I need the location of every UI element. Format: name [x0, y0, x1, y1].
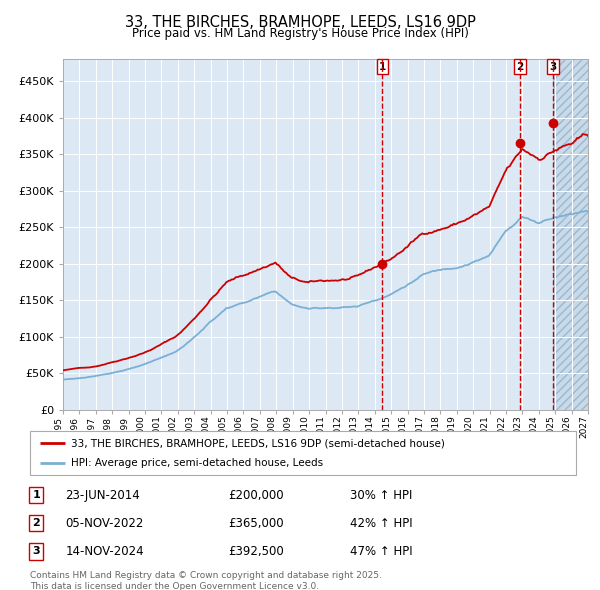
Text: 2014: 2014: [366, 415, 375, 438]
Text: 42% ↑ HPI: 42% ↑ HPI: [350, 517, 412, 530]
FancyBboxPatch shape: [30, 431, 576, 475]
Text: HPI: Average price, semi-detached house, Leeds: HPI: Average price, semi-detached house,…: [71, 458, 323, 468]
Text: 3: 3: [32, 546, 40, 556]
Text: 2017: 2017: [415, 415, 424, 438]
Text: 2012: 2012: [333, 415, 342, 438]
Bar: [553, 59, 588, 410]
Text: Contains HM Land Registry data © Crown copyright and database right 2025.
This d: Contains HM Land Registry data © Crown c…: [30, 571, 382, 590]
Text: 2003: 2003: [185, 415, 194, 438]
Text: 2015: 2015: [382, 415, 391, 438]
Text: 1999: 1999: [119, 415, 128, 438]
Text: 2020: 2020: [464, 415, 473, 438]
Text: 3: 3: [550, 62, 557, 72]
Text: 2024: 2024: [530, 415, 539, 438]
Text: 1997: 1997: [87, 415, 96, 438]
Text: 2: 2: [516, 62, 523, 72]
Text: 2027: 2027: [579, 415, 588, 438]
Text: 2018: 2018: [431, 415, 440, 438]
Text: 2010: 2010: [300, 415, 309, 438]
Text: £365,000: £365,000: [228, 517, 284, 530]
Text: Price paid vs. HM Land Registry's House Price Index (HPI): Price paid vs. HM Land Registry's House …: [131, 27, 469, 40]
Text: 14-NOV-2024: 14-NOV-2024: [65, 545, 144, 558]
Text: 2000: 2000: [136, 415, 145, 438]
Text: 33, THE BIRCHES, BRAMHOPE, LEEDS, LS16 9DP (semi-detached house): 33, THE BIRCHES, BRAMHOPE, LEEDS, LS16 9…: [71, 438, 445, 448]
Text: 33, THE BIRCHES, BRAMHOPE, LEEDS, LS16 9DP: 33, THE BIRCHES, BRAMHOPE, LEEDS, LS16 9…: [125, 15, 475, 30]
Text: 1996: 1996: [70, 415, 79, 438]
Text: 2019: 2019: [448, 415, 457, 438]
Text: 1995: 1995: [54, 415, 63, 438]
Text: 2022: 2022: [497, 415, 506, 438]
Text: 2025: 2025: [546, 415, 555, 438]
Text: 2: 2: [32, 518, 40, 528]
Text: 2002: 2002: [169, 415, 178, 438]
Text: 47% ↑ HPI: 47% ↑ HPI: [350, 545, 412, 558]
Text: 2013: 2013: [349, 415, 358, 438]
Text: 23-JUN-2014: 23-JUN-2014: [65, 489, 140, 502]
Text: £392,500: £392,500: [228, 545, 284, 558]
Text: 1: 1: [32, 490, 40, 500]
Text: 05-NOV-2022: 05-NOV-2022: [65, 517, 144, 530]
Text: 2016: 2016: [398, 415, 407, 438]
Text: 2001: 2001: [152, 415, 161, 438]
Text: 2004: 2004: [202, 415, 211, 438]
Text: 2006: 2006: [235, 415, 244, 438]
Text: 2007: 2007: [251, 415, 260, 438]
Text: 30% ↑ HPI: 30% ↑ HPI: [350, 489, 412, 502]
Text: 2023: 2023: [514, 415, 523, 438]
Text: 2009: 2009: [284, 415, 293, 438]
Text: 2026: 2026: [563, 415, 572, 438]
Text: 2008: 2008: [267, 415, 276, 438]
Text: 1998: 1998: [103, 415, 112, 438]
Text: 1: 1: [379, 62, 386, 72]
Text: £200,000: £200,000: [228, 489, 284, 502]
Text: 2011: 2011: [317, 415, 325, 438]
Text: 2021: 2021: [481, 415, 490, 438]
Bar: [553, 59, 588, 410]
Text: 2005: 2005: [218, 415, 227, 438]
